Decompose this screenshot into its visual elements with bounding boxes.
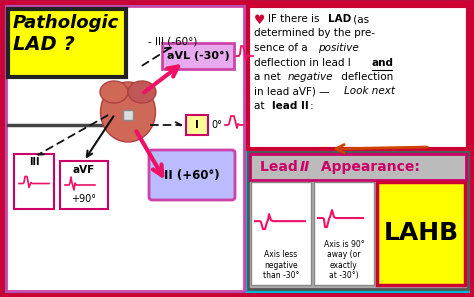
Text: sence of a: sence of a (254, 43, 311, 53)
Text: lead II: lead II (272, 101, 309, 111)
Text: aVL (-30°): aVL (-30°) (167, 51, 229, 61)
FancyArrowPatch shape (336, 145, 427, 153)
FancyBboxPatch shape (2, 2, 472, 295)
FancyBboxPatch shape (162, 43, 234, 69)
Ellipse shape (128, 81, 156, 103)
Text: :: : (310, 101, 314, 111)
FancyBboxPatch shape (248, 6, 468, 149)
Text: (as: (as (350, 14, 369, 24)
Text: LAD: LAD (328, 14, 351, 24)
FancyBboxPatch shape (250, 154, 466, 180)
Text: negative: negative (288, 72, 334, 82)
FancyBboxPatch shape (60, 161, 108, 209)
FancyBboxPatch shape (8, 9, 126, 77)
Text: LAHB: LAHB (383, 222, 458, 246)
FancyBboxPatch shape (6, 6, 244, 291)
FancyBboxPatch shape (251, 182, 311, 285)
FancyBboxPatch shape (149, 150, 235, 200)
Text: ♥: ♥ (254, 14, 265, 27)
Text: aVF: aVF (73, 165, 95, 175)
Text: at: at (254, 101, 268, 111)
Text: IF there is: IF there is (268, 14, 323, 24)
Text: Axis less
negative
than -30°: Axis less negative than -30° (263, 250, 299, 280)
Text: Appearance:: Appearance: (316, 160, 420, 174)
Text: and: and (372, 58, 394, 67)
FancyBboxPatch shape (377, 182, 465, 285)
FancyBboxPatch shape (314, 182, 374, 285)
FancyBboxPatch shape (248, 152, 468, 289)
Text: III: III (29, 157, 39, 167)
Text: II: II (300, 160, 310, 174)
Text: I: I (195, 120, 199, 130)
Text: Pathologic: Pathologic (13, 14, 119, 32)
Ellipse shape (100, 82, 155, 142)
Text: positive: positive (318, 43, 359, 53)
Text: +90°: +90° (72, 194, 97, 204)
Ellipse shape (100, 81, 128, 103)
Text: Axis is 90°
away (or
exactly
at -30°): Axis is 90° away (or exactly at -30°) (324, 240, 365, 280)
Text: Lead: Lead (260, 160, 302, 174)
Text: Look next: Look next (344, 86, 395, 97)
FancyBboxPatch shape (123, 110, 133, 120)
Text: LAD ?: LAD ? (13, 35, 75, 54)
Text: deflection: deflection (338, 72, 393, 82)
FancyBboxPatch shape (14, 154, 54, 209)
FancyBboxPatch shape (186, 115, 208, 135)
Text: deflection in lead I: deflection in lead I (254, 58, 354, 67)
Text: determined by the pre-: determined by the pre- (254, 29, 375, 39)
Text: 0°: 0° (211, 120, 222, 130)
Text: in lead aVF) —: in lead aVF) — (254, 86, 333, 97)
Text: - III (-60°): - III (-60°) (148, 36, 197, 46)
Text: a net: a net (254, 72, 284, 82)
Text: II (+60°): II (+60°) (164, 168, 220, 181)
